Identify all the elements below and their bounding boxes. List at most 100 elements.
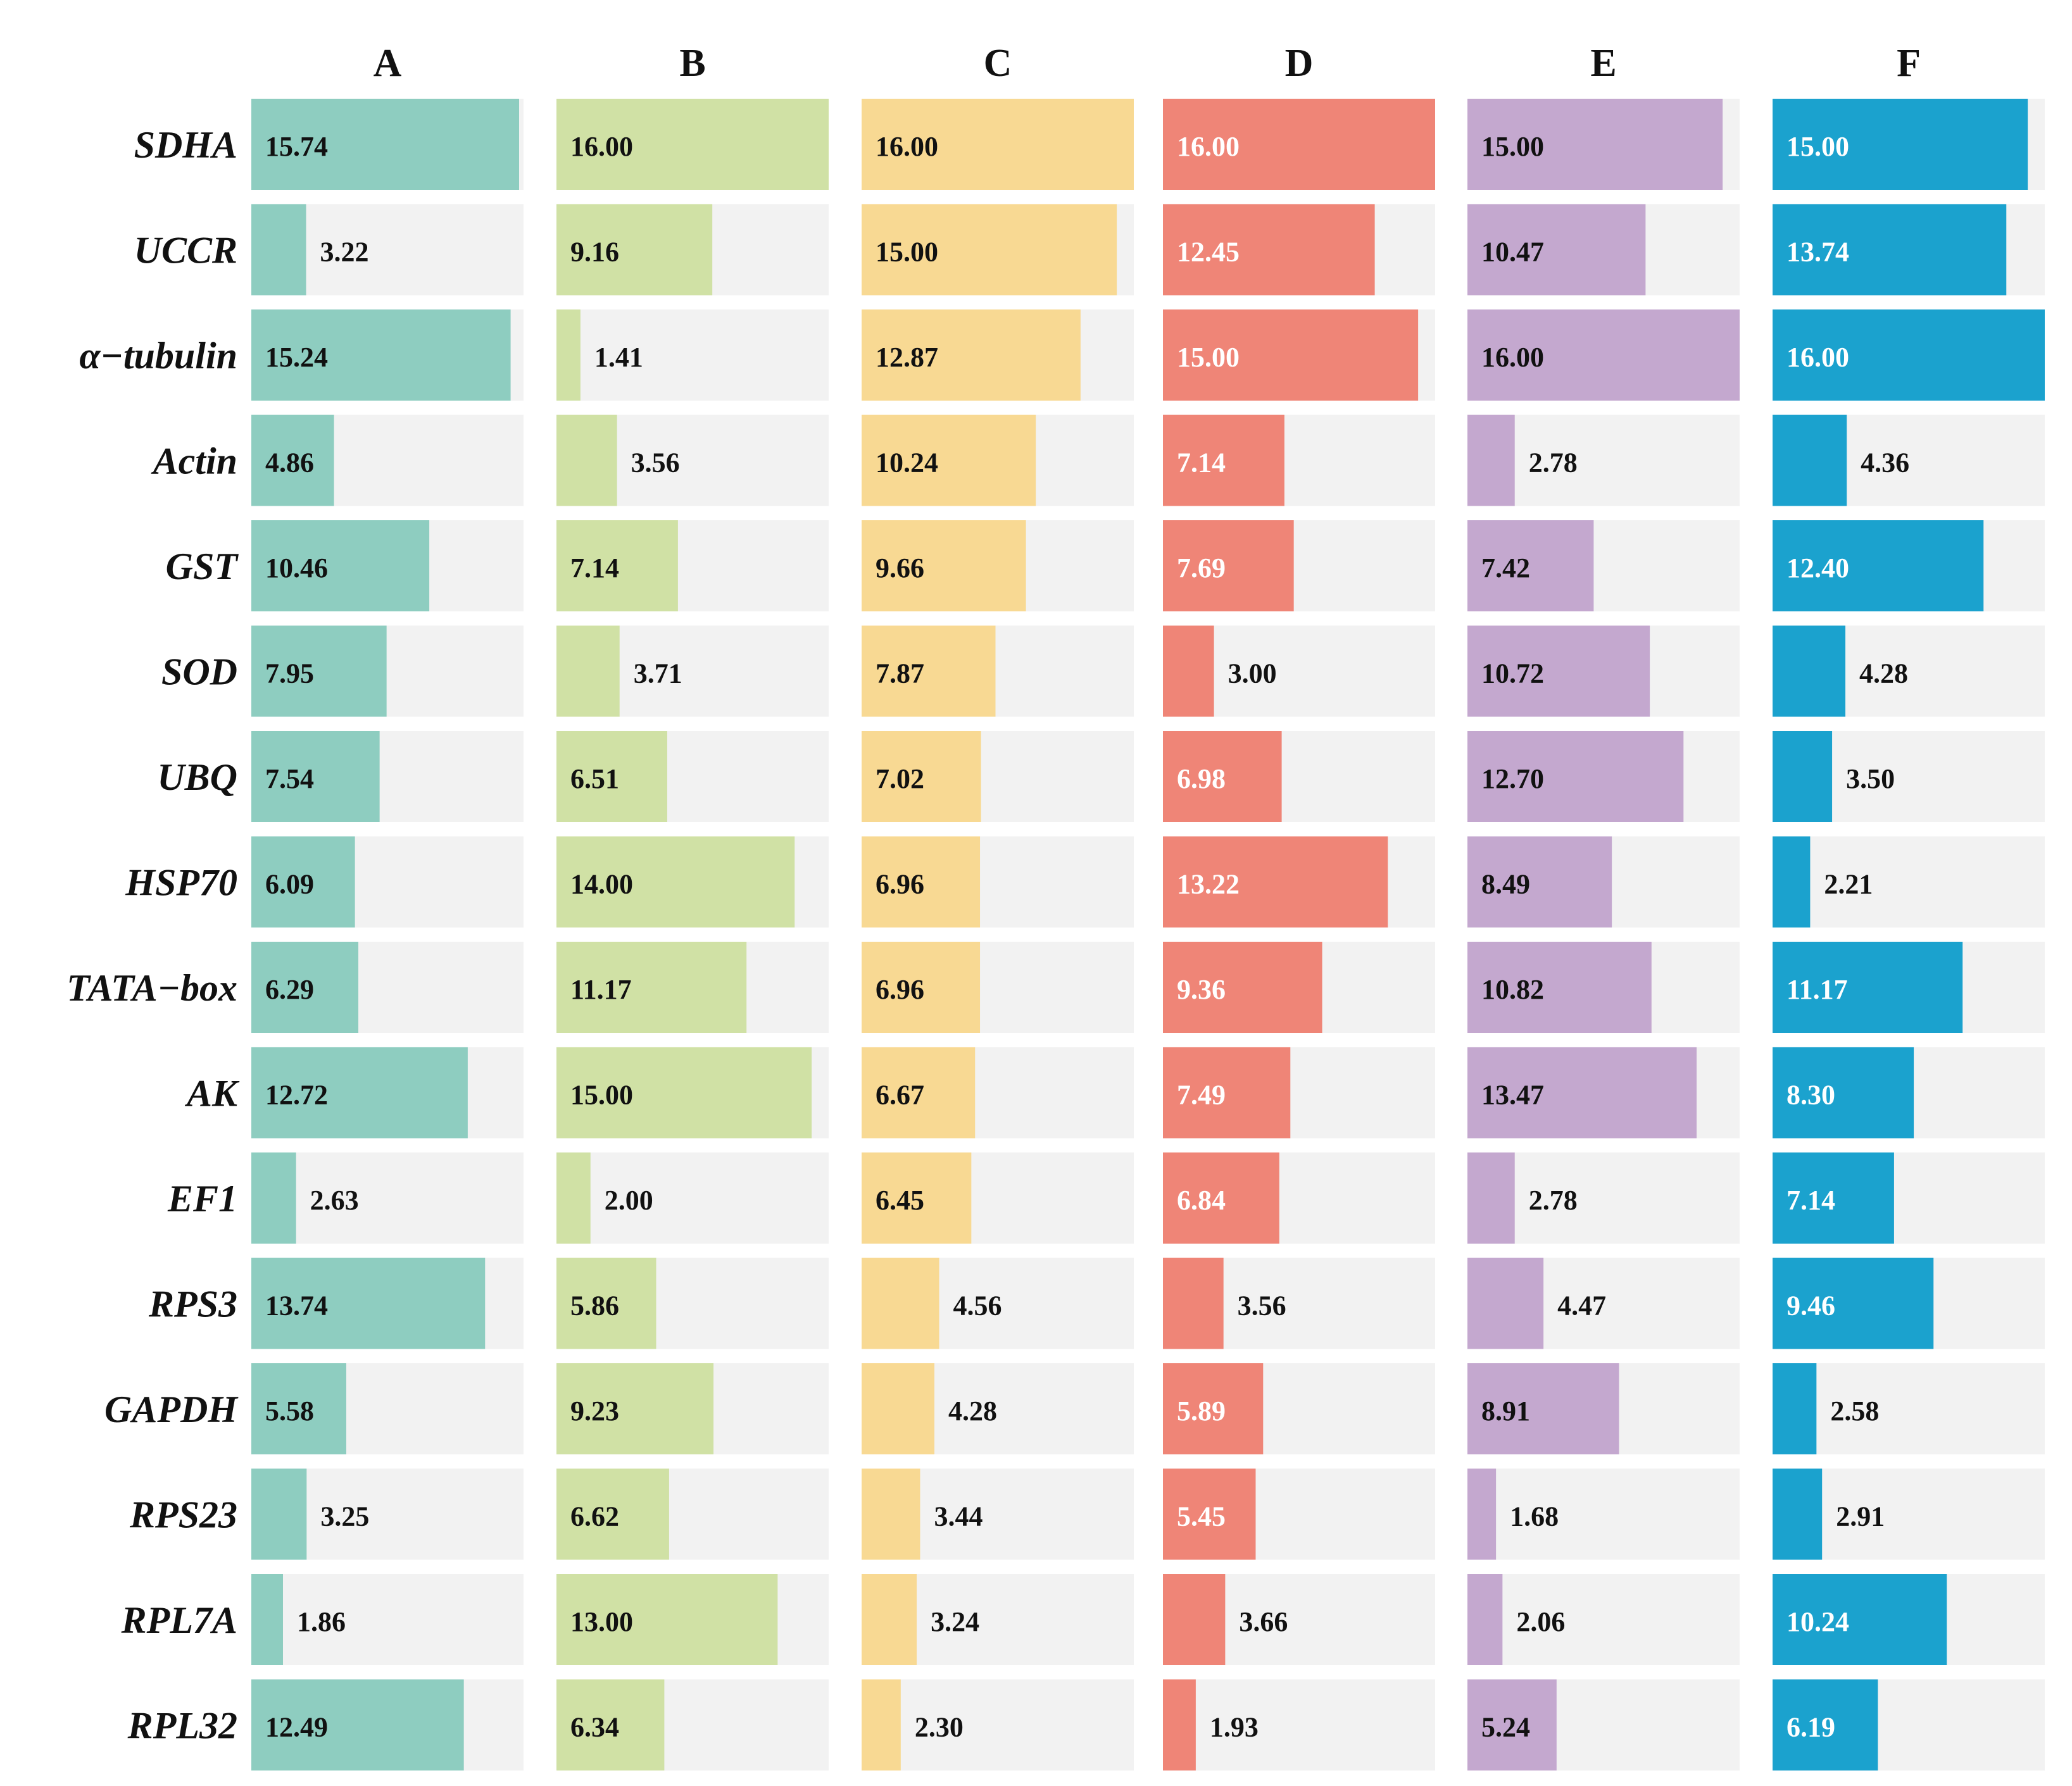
bar-d-rpl7a — [1163, 1574, 1226, 1665]
bar-b-rps3 — [556, 1258, 656, 1349]
bar-b-uccr — [556, 204, 713, 296]
bar-c-uccr — [862, 204, 1117, 296]
bar-d-tubulin — [1163, 309, 1419, 401]
column-title-a: A — [374, 42, 402, 85]
bar-c-gst — [862, 520, 1026, 611]
bar-b-rpl7a — [556, 1574, 778, 1665]
value-label-c-sdha: 16.00 — [876, 131, 938, 162]
bar-f-uccr — [1773, 204, 2007, 296]
value-label-f-tata-box: 11.17 — [1786, 974, 1848, 1005]
value-label-b-rpl7a: 13.00 — [570, 1606, 633, 1637]
value-label-d-tubulin: 15.00 — [1177, 342, 1240, 373]
bar-f-rpl32 — [1773, 1679, 1878, 1771]
value-label-c-actin: 10.24 — [876, 447, 938, 478]
bar-b-ak — [556, 1047, 812, 1139]
value-label-b-gst: 7.14 — [570, 553, 619, 584]
value-label-d-ubq: 6.98 — [1177, 763, 1226, 794]
bar-b-rpl32 — [556, 1679, 665, 1771]
value-label-d-sdha: 16.00 — [1177, 131, 1240, 162]
bar-b-gst — [556, 520, 678, 611]
value-label-a-sod: 7.95 — [265, 658, 314, 689]
value-label-a-ef1: 2.63 — [310, 1185, 359, 1216]
row-label-tubulin: α−tubulin — [79, 335, 237, 377]
bar-f-gst — [1773, 520, 1984, 611]
bar-d-rps23 — [1163, 1468, 1256, 1560]
bar-e-sdha — [1467, 99, 1723, 190]
row-label-gst: GST — [166, 546, 239, 587]
value-label-c-hsp70: 6.96 — [876, 869, 924, 900]
bar-a-actin — [251, 415, 334, 506]
value-label-c-tubulin: 12.87 — [876, 342, 938, 373]
bar-f-rpl7a — [1773, 1574, 1947, 1665]
value-label-e-sod: 10.72 — [1481, 658, 1544, 689]
value-label-d-actin: 7.14 — [1177, 447, 1226, 478]
row-label-gapdh: GAPDH — [104, 1389, 239, 1430]
bar-c-ak — [862, 1047, 976, 1139]
bar-a-sdha — [251, 99, 520, 190]
value-label-e-rps3: 4.47 — [1557, 1290, 1606, 1321]
value-label-d-gapdh: 5.89 — [1177, 1396, 1226, 1427]
track-a-ef1 — [251, 1152, 524, 1244]
value-label-b-tubulin: 1.41 — [594, 342, 643, 373]
bar-e-gapdh — [1467, 1363, 1619, 1454]
row-label-ubq: UBQ — [157, 756, 237, 798]
bar-b-ubq — [556, 731, 667, 822]
value-label-e-actin: 2.78 — [1529, 447, 1578, 478]
value-label-d-uccr: 12.45 — [1177, 237, 1240, 268]
value-label-c-rpl7a: 3.24 — [931, 1606, 979, 1637]
column-title-f: F — [1897, 42, 1921, 85]
value-label-f-sdha: 15.00 — [1786, 131, 1849, 162]
value-label-e-hsp70: 8.49 — [1481, 869, 1530, 900]
row-label-rps3: RPS3 — [148, 1283, 237, 1325]
bar-e-rpl32 — [1467, 1679, 1557, 1771]
value-label-a-sdha: 15.74 — [265, 131, 328, 162]
value-label-f-tubulin: 16.00 — [1786, 342, 1849, 373]
track-b-tubulin — [556, 309, 829, 401]
value-label-d-rpl32: 1.93 — [1210, 1712, 1259, 1743]
bar-c-hsp70 — [862, 836, 981, 928]
value-label-c-tata-box: 6.96 — [876, 974, 924, 1005]
value-label-e-ef1: 2.78 — [1529, 1185, 1578, 1216]
bar-e-gst — [1467, 520, 1594, 611]
track-f-hsp70 — [1773, 836, 2045, 928]
value-label-f-actin: 4.36 — [1861, 447, 1909, 478]
value-label-d-ef1: 6.84 — [1177, 1185, 1226, 1216]
value-label-a-gst: 10.46 — [265, 553, 328, 584]
bar-f-tata-box — [1773, 942, 1963, 1033]
bar-d-sdha — [1163, 99, 1435, 190]
value-label-a-actin: 4.86 — [265, 447, 314, 478]
bar-a-sod — [251, 625, 387, 717]
column-title-c: C — [984, 42, 1012, 85]
bar-e-sod — [1467, 625, 1650, 717]
value-label-e-ubq: 12.70 — [1481, 763, 1544, 794]
row-label-hsp70: HSP70 — [125, 862, 237, 904]
value-label-d-rps3: 3.56 — [1238, 1290, 1286, 1321]
bar-e-rps3 — [1467, 1258, 1544, 1349]
bar-d-sod — [1163, 625, 1214, 717]
bar-a-rpl7a — [251, 1574, 283, 1665]
column-title-b: B — [679, 42, 705, 85]
value-label-c-ubq: 7.02 — [876, 763, 924, 794]
bar-b-hsp70 — [556, 836, 795, 928]
value-label-c-sod: 7.87 — [876, 658, 924, 689]
value-label-f-rps23: 2.91 — [1836, 1501, 1885, 1532]
value-label-f-rps3: 9.46 — [1786, 1290, 1835, 1321]
value-label-a-tata-box: 6.29 — [265, 974, 314, 1005]
value-label-d-ak: 7.49 — [1177, 1080, 1226, 1111]
bar-a-hsp70 — [251, 836, 355, 928]
row-label-sod: SOD — [161, 651, 237, 693]
bar-e-actin — [1467, 415, 1515, 506]
value-label-e-ak: 13.47 — [1481, 1080, 1544, 1111]
row-label-rps23: RPS23 — [129, 1494, 237, 1536]
bar-d-ef1 — [1163, 1152, 1279, 1244]
bar-c-gapdh — [862, 1363, 935, 1454]
bar-a-tata-box — [251, 942, 359, 1033]
bar-e-hsp70 — [1467, 836, 1612, 928]
track-a-rpl7a — [251, 1574, 524, 1665]
bar-b-sod — [556, 625, 620, 717]
value-label-a-hsp70: 6.09 — [265, 869, 314, 900]
value-label-d-sod: 3.00 — [1228, 658, 1277, 689]
value-label-b-rps23: 6.62 — [570, 1501, 619, 1532]
value-label-a-tubulin: 15.24 — [265, 342, 328, 373]
value-label-f-ef1: 7.14 — [1786, 1185, 1835, 1216]
